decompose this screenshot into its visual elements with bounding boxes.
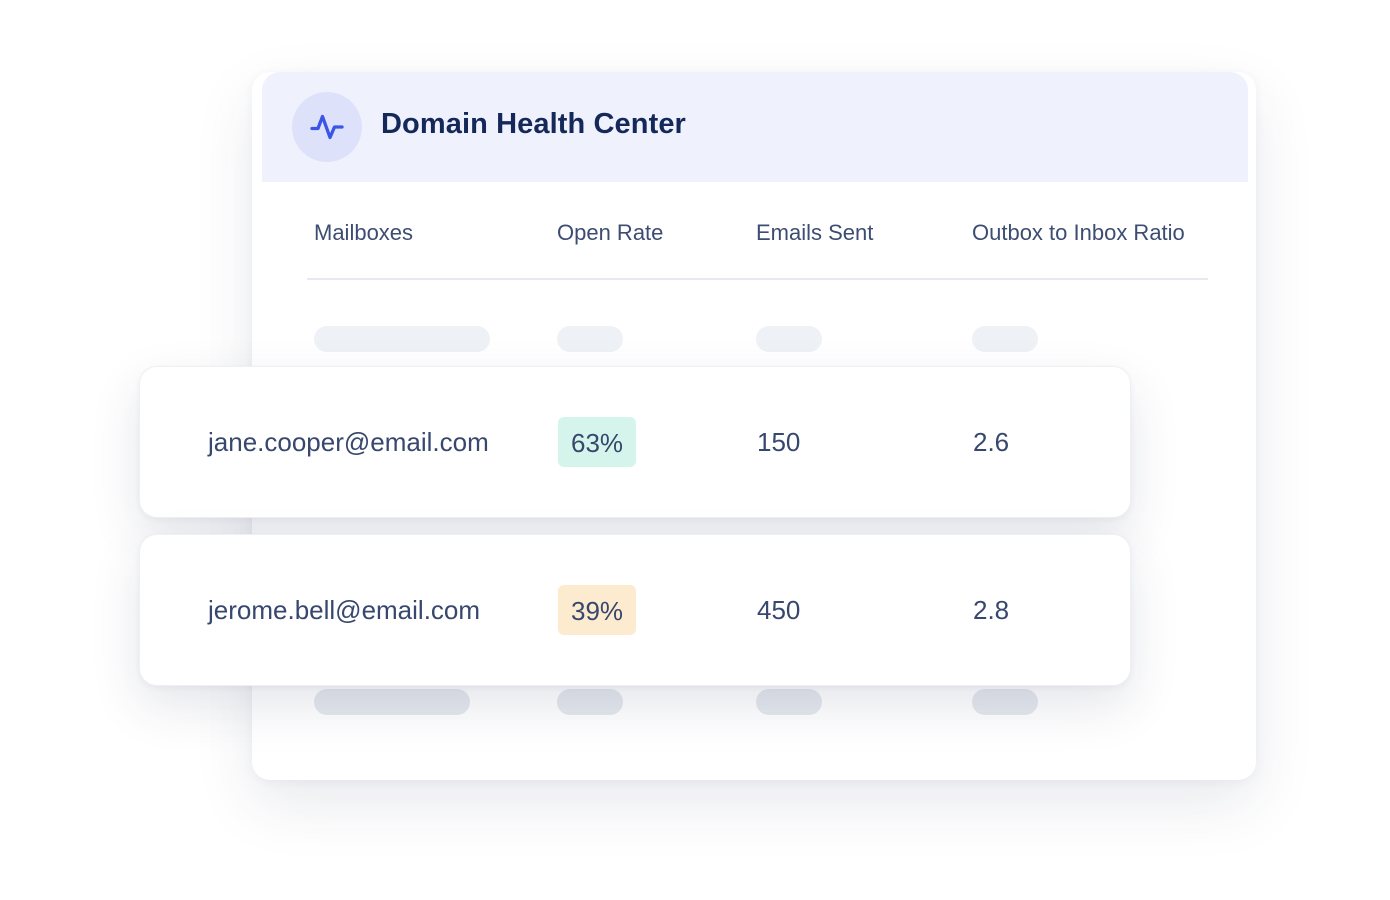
mailbox-email: jane.cooper@email.com	[208, 426, 489, 457]
ratio-value: 2.6	[973, 426, 1010, 457]
table-row[interactable]: jane.cooper@email.com 63% 150 2.6	[139, 366, 1131, 518]
table-row[interactable]: jerome.bell@email.com 39% 450 2.8	[139, 534, 1131, 686]
header-icon-circle	[292, 92, 362, 162]
skeleton-placeholder	[756, 326, 822, 352]
open-rate-badge: 39%	[558, 585, 637, 635]
skeleton-placeholder	[557, 689, 623, 715]
skeleton-placeholder	[972, 326, 1038, 352]
column-header-emails-sent[interactable]: Emails Sent	[756, 220, 874, 245]
activity-pulse-icon	[310, 114, 344, 140]
skeleton-placeholder	[314, 689, 470, 715]
panel-header: Domain Health Center	[262, 72, 1248, 182]
skeleton-placeholder	[557, 326, 623, 352]
ratio-value: 2.8	[973, 594, 1010, 625]
column-header-mailboxes[interactable]: Mailboxes	[314, 220, 414, 245]
mailbox-email: jerome.bell@email.com	[208, 594, 481, 625]
header-divider	[307, 278, 1208, 280]
column-header-outbox-inbox-ratio[interactable]: Outbox to Inbox Ratio	[972, 220, 1185, 245]
emails-sent-value: 450	[757, 594, 801, 625]
skeleton-placeholder	[314, 326, 490, 352]
page-title: Domain Health Center	[381, 108, 686, 140]
skeleton-placeholder	[972, 689, 1038, 715]
emails-sent-value: 150	[757, 426, 801, 457]
open-rate-badge: 63%	[558, 417, 637, 467]
skeleton-placeholder	[756, 689, 822, 715]
column-header-open-rate[interactable]: Open Rate	[557, 220, 664, 245]
